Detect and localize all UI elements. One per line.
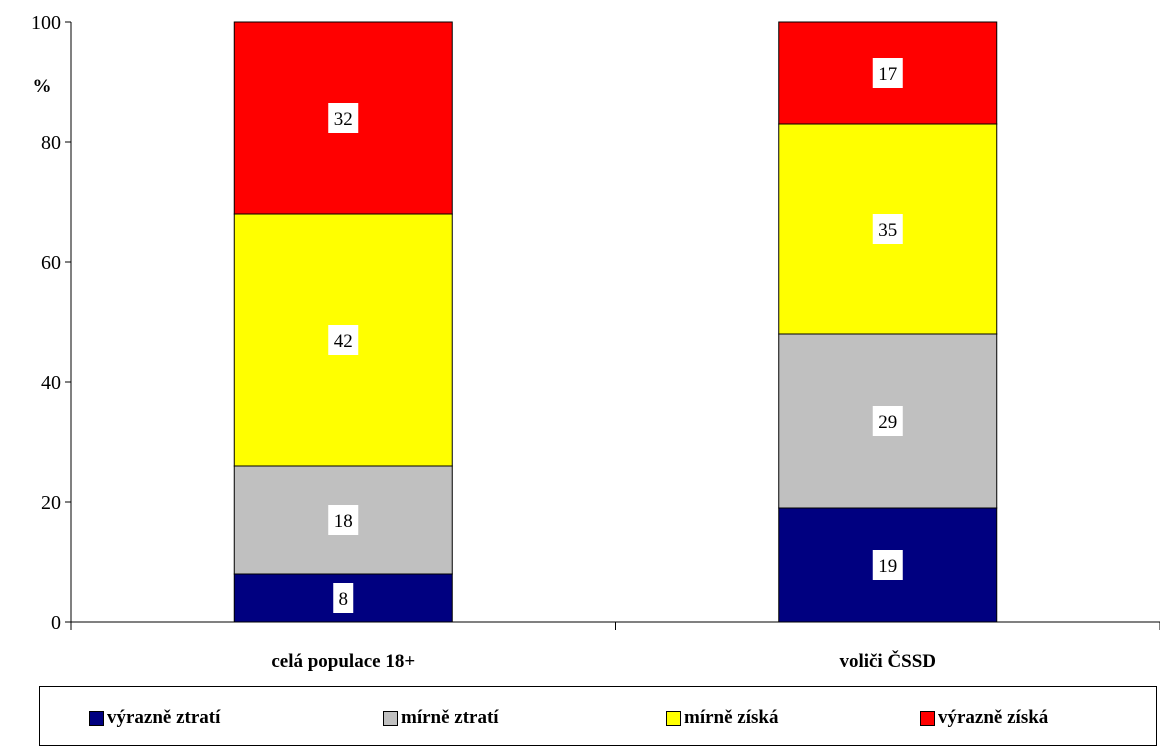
data-label: 32 (334, 109, 353, 130)
legend-swatch (89, 710, 104, 726)
data-label-bg (872, 406, 903, 436)
data-label: 8 (339, 589, 349, 610)
bar-segment (233, 465, 453, 575)
y-tick-label: 60 (41, 252, 61, 274)
data-label: 29 (878, 412, 897, 433)
data-label: 17 (878, 64, 897, 85)
legend-label: mírně ztratí (401, 707, 499, 728)
data-label-bg (872, 214, 903, 244)
legend-item: výrazně ztratí (89, 707, 220, 729)
legend-item: mírně ztratí (383, 707, 499, 729)
y-tick-label: 80 (41, 132, 61, 154)
data-label-bg (333, 583, 354, 613)
data-label: 42 (334, 331, 353, 352)
data-label: 19 (878, 556, 897, 577)
legend-item: mírně získá (666, 707, 778, 729)
y-tick-label: 0 (51, 612, 61, 634)
stacked-bar-chart: 0 20 40 60 80 100 celá populace 18+ voliči ČSSD… (31, 12, 1160, 672)
data-label-bg (328, 103, 359, 133)
y-tick-label: 40 (41, 372, 61, 394)
y-tick-label: 20 (41, 492, 61, 514)
legend: výrazně ztratí mírně ztratí mírně získá výr… (39, 686, 1157, 746)
x-category-label: voliči ČSSD (839, 650, 936, 672)
legend-swatch (666, 710, 681, 726)
legend-label: výrazně získá (938, 707, 1049, 728)
data-label-bg (872, 58, 903, 88)
data-label-bg (328, 325, 359, 355)
y-axis-label: % (33, 76, 52, 97)
data-label-bg (328, 505, 359, 535)
axes: 0 20 40 60 80 100 celá populace 18+ voliči ČSSD (31, 12, 1160, 672)
data-label-bg (872, 550, 903, 580)
y-tick-label: 100 (31, 12, 61, 34)
x-category-label: celá populace 18+ (271, 651, 415, 672)
data-label: 35 (878, 220, 897, 241)
legend-swatch (383, 710, 398, 726)
data-label: 18 (334, 511, 353, 532)
legend-label: mírně získá (684, 707, 779, 728)
legend-item: výrazně získá (920, 707, 1048, 729)
data-labels: 8 18 42 32 19 29 35 17 (328, 58, 903, 613)
legend-label: výrazně ztratí (107, 707, 221, 728)
legend-swatch (920, 710, 935, 726)
